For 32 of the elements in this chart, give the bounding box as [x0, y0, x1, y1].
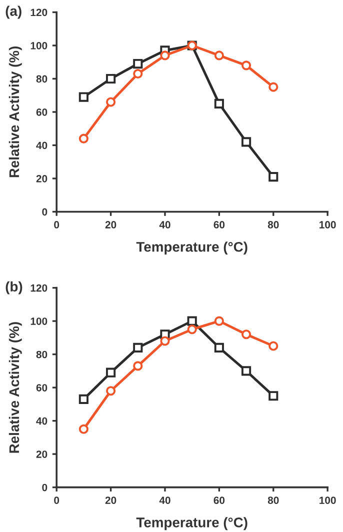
y-tick-label: 40 — [36, 142, 48, 150]
y-tick-label: 100 — [30, 318, 48, 325]
y-tick-label: 120 — [30, 284, 48, 292]
x-tick-label: 0 — [54, 496, 60, 504]
chart-title: (b) — [6, 281, 22, 294]
x-tick-label: 100 — [320, 496, 336, 504]
y-tick-label: 80 — [36, 350, 48, 358]
y-tick-label: 0 — [42, 208, 48, 216]
x-tick-label: 80 — [268, 221, 279, 228]
x-tick-label: 40 — [159, 221, 170, 228]
y-tick-label: 60 — [36, 108, 48, 116]
x-tick-label: 20 — [105, 496, 116, 504]
x-tick-label: 20 — [105, 221, 116, 228]
y-axis-title: Relative Activity (%) — [8, 46, 22, 178]
x-tick-label: 80 — [268, 496, 279, 504]
y-tick-label: 60 — [36, 384, 48, 392]
y-tick-label: 0 — [42, 484, 48, 492]
x-tick-label: 100 — [320, 221, 336, 228]
x-tick-label: 60 — [214, 221, 225, 228]
x-tick-label: 0 — [54, 221, 60, 228]
y-tick-label: 80 — [36, 75, 48, 83]
y-tick-label: 40 — [36, 417, 48, 425]
x-axis-title: Temperature (°C) — [136, 242, 248, 255]
x-tick-label: 60 — [214, 496, 225, 504]
y-tick-label: 20 — [36, 174, 48, 182]
y-tick-label: 120 — [30, 8, 48, 16]
y-axis-title: Relative Activity (%) — [8, 322, 22, 453]
x-axis-title: Temperature (°C) — [136, 517, 248, 530]
y-tick-label: 20 — [36, 450, 48, 458]
x-tick-label: 40 — [159, 496, 170, 504]
y-tick-label: 100 — [30, 42, 48, 50]
chart-title: (a) — [6, 6, 22, 19]
